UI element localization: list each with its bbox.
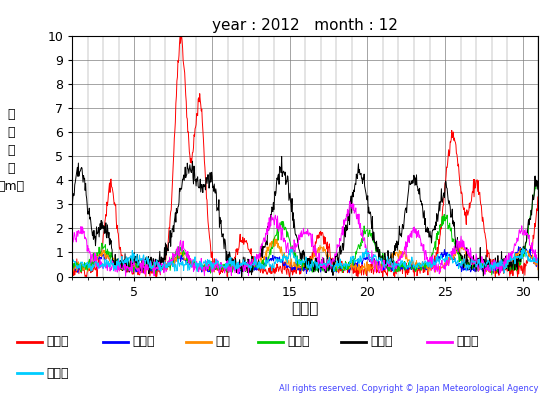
Line: 屋久島: 屋久島	[72, 248, 538, 273]
江ノ島	[421, 266, 427, 271]
唐桑	[421, 264, 427, 269]
石廀崎	[471, 263, 478, 268]
石廀崎	[268, 246, 275, 250]
Text: 生月島: 生月島	[457, 335, 480, 348]
Text: 屋久島: 屋久島	[46, 367, 69, 380]
江ノ島	[269, 256, 275, 261]
Text: 経ヶ岸: 経ヶ岸	[371, 335, 393, 348]
生月島	[191, 263, 198, 268]
Line: 石廀崎: 石廀崎	[72, 182, 538, 275]
唐桑	[120, 262, 127, 267]
経ヶ岸	[402, 208, 408, 213]
生月島	[122, 274, 129, 278]
屋久島	[471, 260, 478, 264]
屋久島	[535, 263, 542, 268]
経ヶ岸	[278, 154, 285, 159]
江ノ島	[472, 269, 478, 274]
唐桑	[69, 260, 75, 265]
Text: All rights reserved. Copyright © Japan Meteorological Agency: All rights reserved. Copyright © Japan M…	[279, 384, 538, 393]
江ノ島	[401, 267, 408, 272]
上ノ国	[69, 265, 75, 270]
Line: 江ノ島: 江ノ島	[72, 247, 538, 274]
生月島	[421, 251, 427, 256]
唐桑	[402, 251, 408, 256]
江ノ島	[515, 245, 522, 249]
経ヶ岸	[472, 262, 479, 267]
石廀崎	[488, 273, 495, 277]
生月島	[472, 260, 479, 265]
江ノ島	[535, 263, 542, 268]
屋久島	[519, 246, 526, 250]
石廀崎	[190, 258, 197, 262]
Text: 唐桑: 唐桑	[215, 335, 230, 348]
生月島	[269, 218, 275, 222]
Title: year : 2012   month : 12: year : 2012 month : 12	[213, 18, 398, 33]
経ヶ岸	[120, 259, 127, 264]
石廀崎	[120, 267, 127, 272]
上ノ国	[535, 194, 542, 199]
生月島	[120, 265, 127, 269]
江ノ島	[236, 271, 243, 276]
Text: 江ノ島: 江ノ島	[132, 335, 155, 348]
生月島	[402, 247, 408, 252]
唐桑	[535, 260, 542, 264]
上ノ国	[191, 134, 198, 139]
唐桑	[190, 262, 197, 267]
経ヶ岸	[535, 179, 542, 183]
経ヶ岸	[69, 209, 75, 213]
唐桑	[271, 234, 278, 239]
経ヶ岸	[239, 274, 245, 279]
X-axis label: （日）: （日）	[291, 301, 319, 316]
生月島	[535, 265, 542, 270]
生月島	[346, 199, 353, 203]
石廀崎	[420, 261, 427, 266]
江ノ島	[190, 261, 197, 266]
屋久島	[69, 258, 75, 263]
屋久島	[268, 264, 275, 269]
Line: 経ヶ岸: 経ヶ岸	[72, 156, 538, 276]
経ヶ岸	[269, 205, 275, 209]
上ノ国	[472, 184, 479, 188]
Line: 唐桑: 唐桑	[72, 237, 538, 274]
石廀崎	[69, 265, 75, 270]
Text: 石廀崎: 石廀崎	[287, 335, 310, 348]
上ノ国	[178, 33, 184, 38]
唐桑	[362, 272, 369, 276]
石廀崎	[401, 260, 407, 265]
経ヶ岸	[421, 208, 427, 213]
屋久島	[501, 271, 507, 275]
上ノ国	[120, 260, 127, 265]
Line: 生月島: 生月島	[72, 201, 538, 276]
屋久島	[420, 263, 427, 268]
江ノ島	[120, 263, 127, 268]
屋久島	[190, 260, 197, 264]
上ノ国	[421, 261, 427, 266]
屋久島	[401, 260, 407, 265]
上ノ国	[269, 268, 276, 273]
江ノ島	[69, 265, 75, 270]
唐桑	[268, 246, 275, 250]
上ノ国	[402, 269, 408, 274]
唐桑	[472, 263, 479, 268]
Text: 有
義
波
高
（m）: 有 義 波 高 （m）	[0, 107, 24, 193]
屋久島	[120, 260, 127, 264]
Line: 上ノ国: 上ノ国	[72, 36, 538, 276]
石廀崎	[535, 180, 542, 184]
生月島	[69, 241, 75, 246]
Text: 上ノ国: 上ノ国	[46, 335, 69, 348]
経ヶ岸	[190, 182, 197, 186]
上ノ国	[82, 274, 88, 279]
